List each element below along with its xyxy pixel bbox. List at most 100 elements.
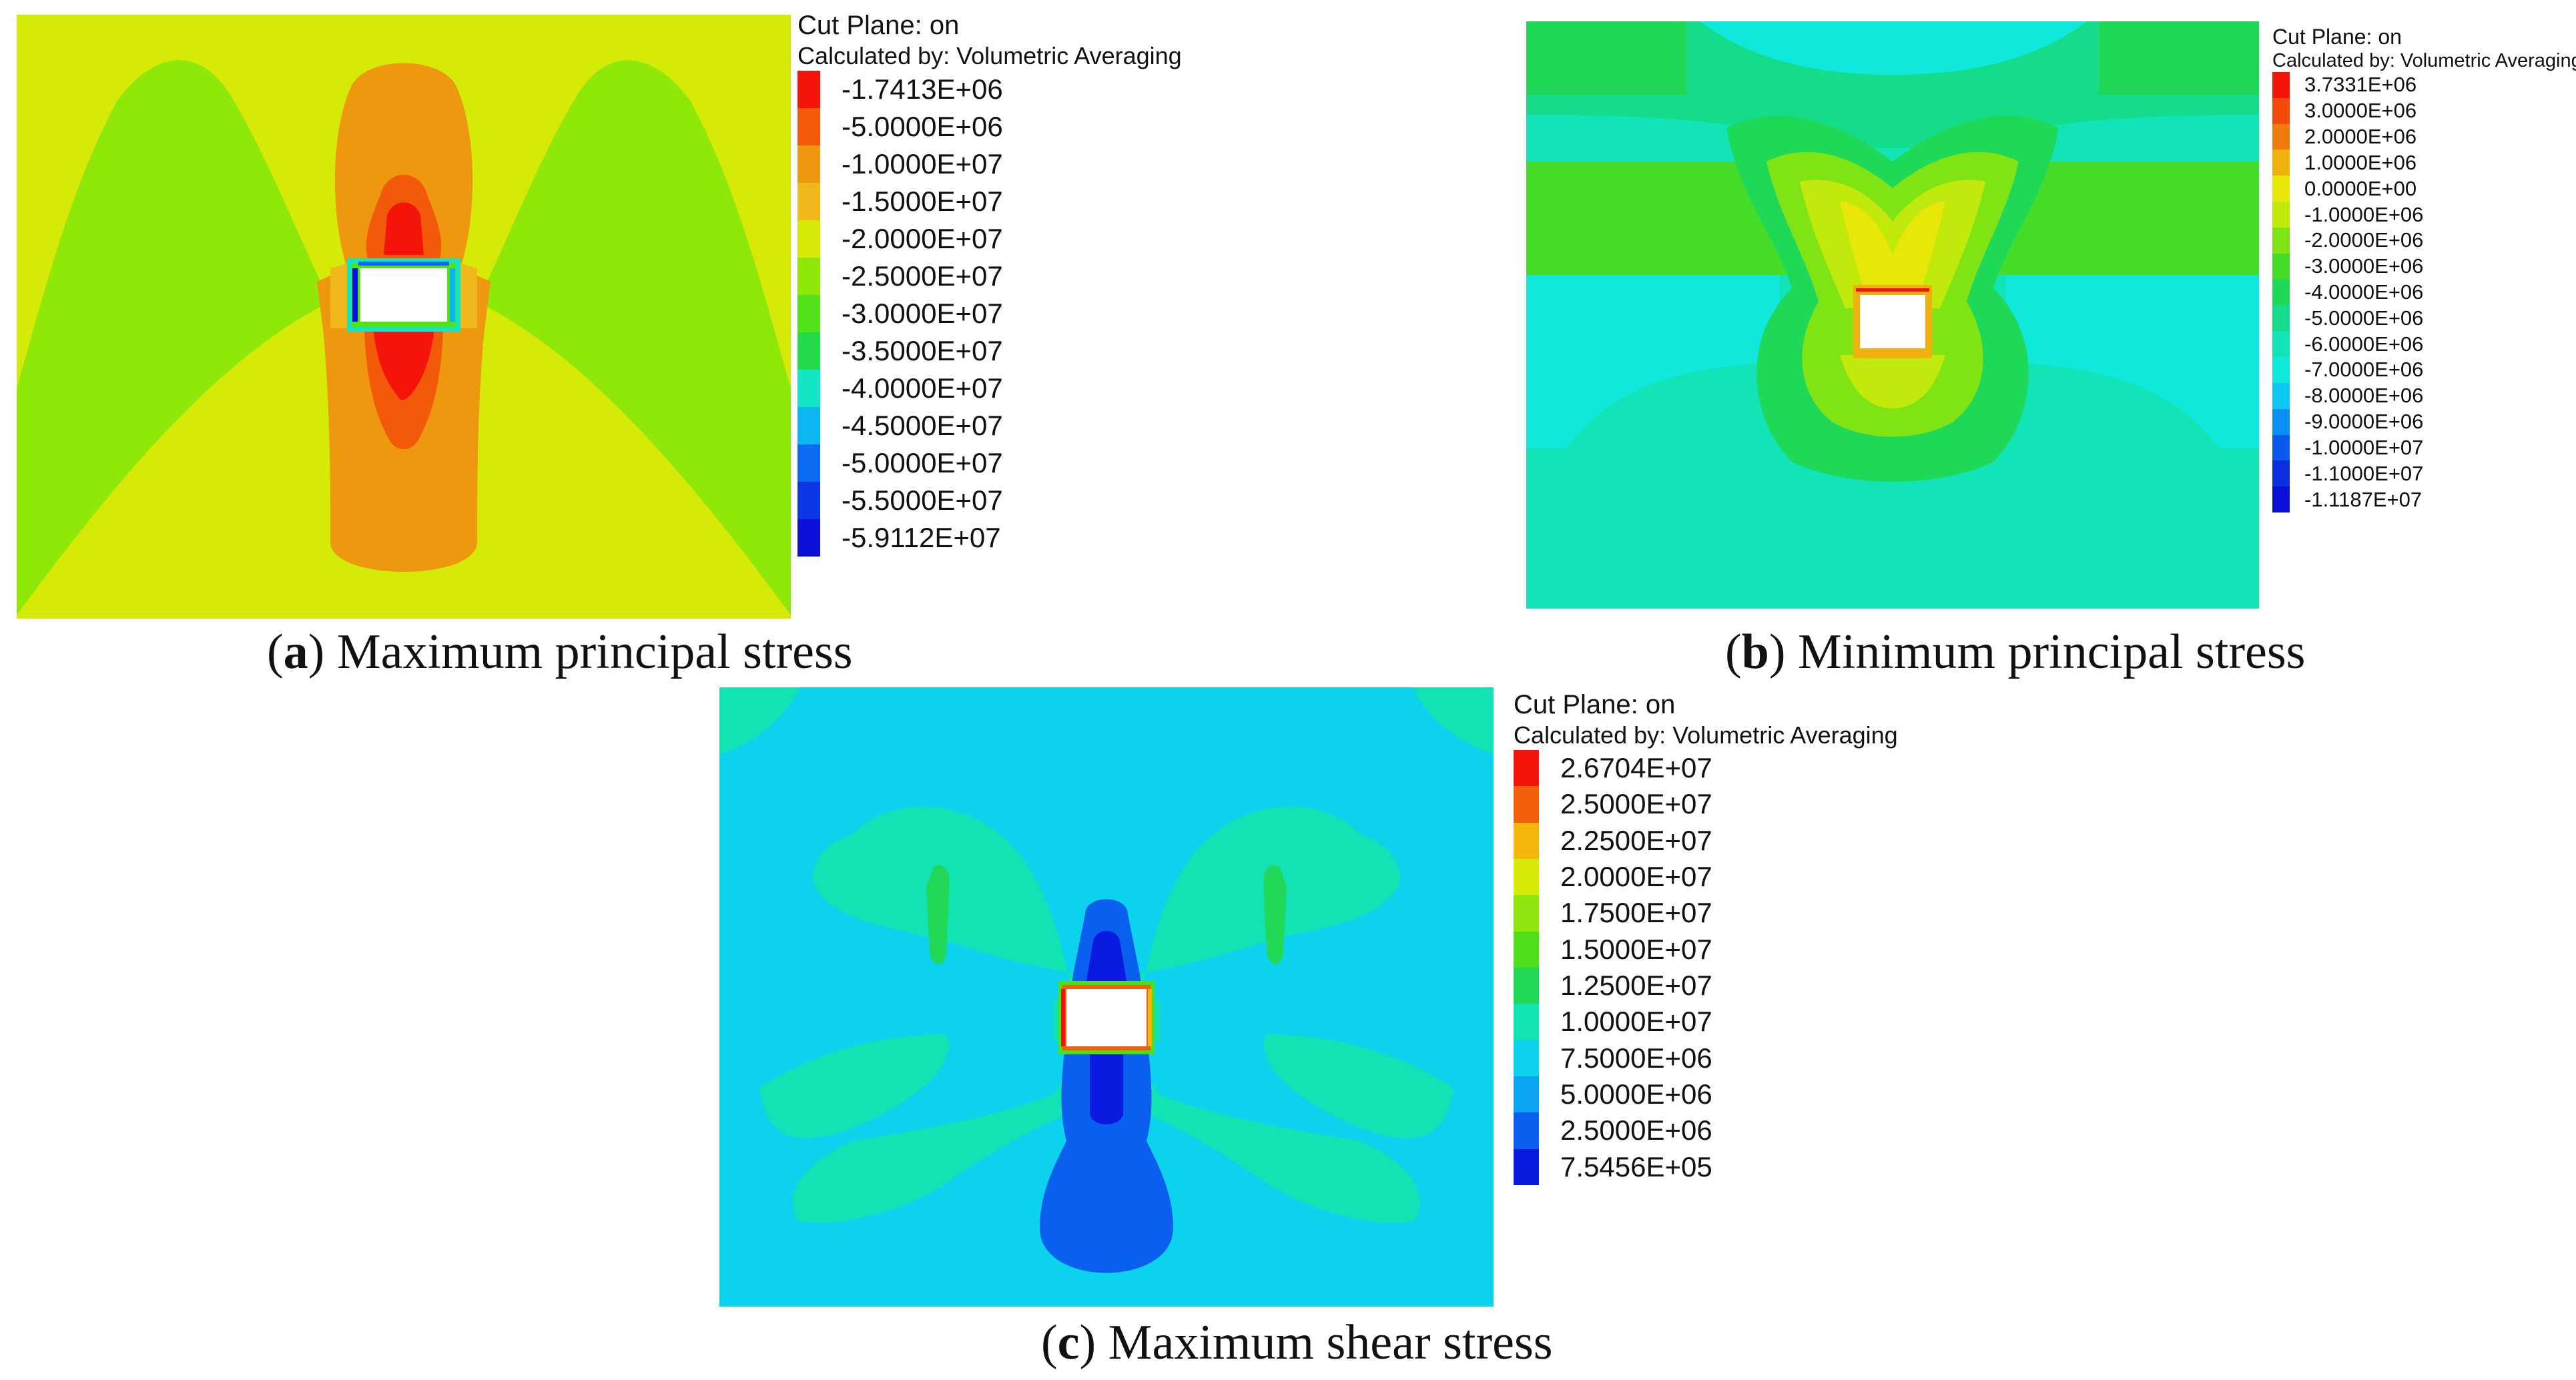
legend-swatch <box>2272 357 2290 383</box>
legend-value: 2.0000E+07 <box>1560 861 1712 893</box>
caption-a: (a) Maximum principal stress <box>267 625 853 679</box>
legend-entry: 1.0000E+06 <box>2272 149 2417 176</box>
legend-value: 3.0000E+06 <box>2304 99 2417 123</box>
legend-value: 3.7331E+06 <box>2304 73 2417 97</box>
legend-swatch <box>1514 895 1539 932</box>
legend-swatch <box>797 108 820 145</box>
legend-value: -5.9112E+07 <box>842 522 1001 553</box>
legend-swatch <box>1514 822 1539 859</box>
legend-swatch <box>1514 968 1539 1004</box>
legend-value: -5.0000E+06 <box>842 111 1003 142</box>
legend-entry: 0.0000E+00 <box>2272 176 2417 202</box>
legend-entry: -9.0000E+06 <box>2272 408 2423 435</box>
legend-swatch <box>2272 486 2290 512</box>
legend-swatch <box>1514 931 1539 968</box>
legend-value: -5.0000E+06 <box>2304 306 2424 330</box>
legend-entry: 2.0000E+07 <box>1514 859 1712 896</box>
legend-value: -6.0000E+06 <box>2304 332 2424 356</box>
legend-value: -5.5000E+07 <box>842 484 1003 516</box>
legend-swatch <box>797 220 820 258</box>
legend-swatch <box>2272 382 2290 409</box>
legend-entry: -3.0000E+06 <box>2272 253 2423 280</box>
legend-entry: -1.5000E+07 <box>797 183 1003 220</box>
legend-swatch <box>797 482 820 519</box>
cut-plane-label: Cut Plane: on <box>797 11 960 40</box>
legend-value: -2.5000E+07 <box>842 260 1003 292</box>
legend-entry: -5.0000E+06 <box>2272 305 2424 332</box>
legend-entry: -3.5000E+07 <box>797 332 1003 370</box>
legend-entry: -2.5000E+07 <box>797 258 1003 295</box>
legend-value: -1.0000E+06 <box>2304 202 2424 226</box>
legend-scale: 3.7331E+06 3.0000E+06 2.0000E+06 1.0000E+06… <box>2272 72 2576 512</box>
legend-entry: 2.5000E+07 <box>1514 786 1712 823</box>
legend-entry: 3.0000E+06 <box>2272 97 2417 124</box>
legend-entry: -4.5000E+07 <box>797 407 1003 444</box>
legend-entry: -1.0000E+07 <box>797 145 1003 183</box>
legend-value: 1.7500E+07 <box>1560 897 1712 929</box>
legend-swatch <box>797 183 820 220</box>
legend-entry: -5.0000E+06 <box>797 108 1003 145</box>
legend-entry: 1.2500E+07 <box>1514 968 1712 1004</box>
legend-swatch <box>2272 253 2290 280</box>
legend-value: 0.0000E+00 <box>2304 176 2417 200</box>
legend-entry: 1.0000E+07 <box>1514 1004 1712 1040</box>
legend-swatch <box>2272 460 2290 487</box>
caption-letter: c <box>1057 1315 1080 1370</box>
legend-value: -4.5000E+07 <box>842 410 1003 441</box>
legend-value: -8.0000E+06 <box>2304 384 2424 408</box>
legend-entry: 7.5000E+06 <box>1514 1040 1712 1076</box>
legend-entry: 7.5456E+05 <box>1514 1148 1712 1185</box>
legend-entry: -1.7413E+06 <box>797 71 1003 108</box>
legend-value: 2.5000E+06 <box>1560 1114 1712 1146</box>
legend-entry: -5.5000E+07 <box>797 482 1003 519</box>
legend-entry: -7.0000E+06 <box>2272 357 2423 383</box>
legend-entry: -3.0000E+07 <box>797 295 1003 332</box>
legend-swatch <box>797 444 820 482</box>
legend-swatch <box>797 370 820 407</box>
legend-value: 1.0000E+06 <box>2304 150 2417 174</box>
legend-value: 1.5000E+07 <box>1560 933 1712 965</box>
legend-entry: 2.5000E+06 <box>1514 1112 1712 1149</box>
legend-entry: -1.1187E+07 <box>2272 486 2422 512</box>
legend-swatch <box>1514 1148 1539 1185</box>
legend-swatch <box>2272 97 2290 124</box>
legend-entry: -5.9112E+07 <box>797 519 1001 557</box>
caption-text: Maximum shear stress <box>1108 1315 1553 1370</box>
legend-entry: -1.0000E+07 <box>2272 434 2424 461</box>
caption-b: (b) Minimum principal stress <box>1725 625 2306 679</box>
legend-swatch <box>1514 1112 1539 1149</box>
legend-max-principal: Cut Plane: on Calculated by: Volumetric … <box>797 9 1182 557</box>
legend-max-shear: Cut Plane: on Calculated by: Volumetric … <box>1514 689 1898 1185</box>
legend-entry: 1.7500E+07 <box>1514 895 1712 932</box>
legend-swatch <box>1514 859 1539 896</box>
caption-text: Minimum principal stress <box>1797 625 2306 679</box>
legend-value: -4.0000E+07 <box>842 372 1003 404</box>
legend-value: -1.0000E+07 <box>2304 435 2424 459</box>
legend-entry: -4.0000E+06 <box>2272 279 2423 306</box>
legend-entry: -6.0000E+06 <box>2272 331 2424 358</box>
calculation-method-label: Calculated by: Volumetric Averaging <box>2272 50 2576 71</box>
legend-value: 5.0000E+06 <box>1560 1078 1712 1110</box>
legend-swatch <box>1514 786 1539 823</box>
legend-swatch <box>797 519 820 557</box>
legend-swatch <box>2272 123 2290 150</box>
legend-value: -2.0000E+07 <box>842 223 1003 254</box>
legend-swatch <box>2272 305 2290 332</box>
legend-swatch <box>2272 202 2290 228</box>
legend-value: 2.0000E+06 <box>2304 125 2417 149</box>
contour-plot-max-shear <box>719 687 1494 1307</box>
calculation-method-label: Calculated by: Volumetric Averaging <box>797 42 1182 69</box>
caption-c: (c) Maximum shear stress <box>1041 1315 1553 1370</box>
legend-entry: 2.0000E+06 <box>2272 123 2417 150</box>
legend-value: -1.0000E+07 <box>842 148 1003 180</box>
caption-letter: a <box>283 625 308 679</box>
contour-plot-min-principal <box>1526 21 2259 609</box>
legend-entry: -1.1000E+07 <box>2272 460 2423 487</box>
legend-swatch <box>797 145 820 183</box>
legend-scale: 2.6704E+07 2.5000E+07 2.2500E+07 2.0000E+07… <box>1514 750 1898 1185</box>
legend-entry: -2.0000E+07 <box>797 220 1003 258</box>
contour-plot-max-principal <box>17 15 791 619</box>
legend-value: 2.2500E+07 <box>1560 824 1712 856</box>
legend-swatch <box>2272 176 2290 202</box>
legend-entry: -5.0000E+07 <box>797 444 1003 482</box>
